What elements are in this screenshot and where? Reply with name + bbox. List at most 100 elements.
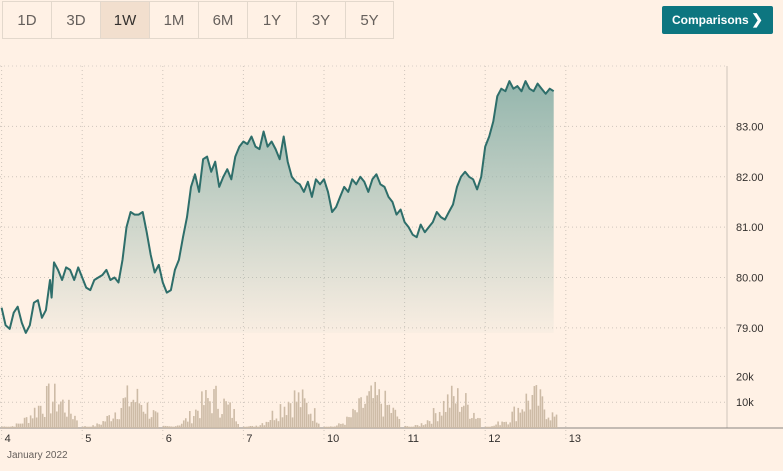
volume-bar: [420, 423, 423, 428]
volume-bar: [13, 426, 16, 428]
volume-bar: [410, 426, 413, 428]
volume-bar: [47, 383, 50, 428]
volume-bar: [354, 410, 356, 428]
volume-bar: [356, 412, 358, 428]
volume-bar: [384, 390, 387, 428]
volume-bar: [25, 417, 28, 428]
volume-bar: [116, 419, 119, 428]
volume-bar: [96, 423, 98, 428]
volume-bar: [531, 394, 534, 428]
volume-bar: [195, 409, 197, 428]
volume-bar: [201, 391, 203, 428]
volume-bar: [392, 407, 395, 428]
volume-bar: [539, 389, 542, 428]
volume-bar: [305, 402, 308, 428]
volume-bar: [396, 416, 399, 428]
volume-bar: [134, 402, 137, 428]
price-tick-label: 81.00: [736, 222, 764, 234]
volume-bar: [102, 421, 104, 428]
range-button-1d[interactable]: 1D: [2, 1, 51, 39]
volume-bar: [62, 399, 64, 428]
volume-bar: [263, 425, 266, 428]
volume-bar: [346, 416, 348, 428]
volume-bar: [338, 423, 340, 428]
volume-bar: [394, 409, 397, 428]
volume-bar: [446, 394, 449, 428]
volume-bar: [176, 425, 179, 428]
volume-bar: [434, 413, 437, 428]
volume-bar: [86, 426, 88, 428]
volume-tick-label: 20k: [736, 371, 754, 383]
volume-bar: [180, 423, 183, 428]
volume-bar: [509, 422, 511, 428]
volume-bar: [191, 423, 193, 428]
range-button-1m[interactable]: 1M: [149, 1, 198, 39]
volume-bar: [21, 423, 24, 428]
volume-bar: [253, 426, 256, 428]
volume-bar: [336, 425, 338, 428]
volume-bar: [114, 412, 117, 428]
volume-bar: [267, 422, 270, 428]
chevron-right-icon: ❯: [751, 11, 763, 27]
volume-bar: [529, 409, 532, 428]
x-axis-sublabel: January 2022: [7, 450, 68, 461]
volume-bar: [148, 418, 151, 428]
volume-bar: [406, 426, 409, 428]
volume-bar: [448, 407, 451, 428]
volume-bar: [523, 411, 526, 428]
volume-bar: [416, 425, 419, 428]
volume-bar: [225, 401, 227, 428]
volume-bar: [70, 413, 72, 428]
volume-bar: [231, 417, 233, 428]
range-button-6m[interactable]: 6M: [198, 1, 247, 39]
volume-bar: [74, 415, 76, 428]
volume-bar: [178, 425, 181, 428]
volume-bar: [259, 425, 262, 428]
volume-bar: [499, 425, 501, 428]
volume-bar: [168, 426, 171, 428]
volume-bar: [247, 426, 250, 428]
volume-bar: [235, 421, 237, 428]
comparisons-button[interactable]: Comparisons ❯: [662, 6, 773, 34]
range-button-1w[interactable]: 1W: [100, 1, 149, 39]
range-button-1y[interactable]: 1Y: [247, 1, 296, 39]
price-tick-label: 79.00: [736, 323, 764, 335]
volume-bar: [342, 423, 344, 428]
volume-bar: [189, 411, 191, 428]
volume-bar: [154, 411, 157, 428]
volume-bar: [275, 418, 278, 428]
volume-bar: [76, 420, 78, 428]
volume-bar: [527, 400, 530, 428]
volume-bar: [503, 422, 505, 428]
volume-bar: [124, 397, 127, 428]
volume-bar: [54, 383, 56, 428]
volume-bar: [152, 410, 155, 428]
volume-bar: [49, 413, 52, 428]
volume-bar: [27, 423, 30, 428]
volume-bar: [39, 405, 42, 428]
volume-bar: [31, 418, 34, 428]
volume-bar: [33, 407, 36, 428]
volume-bar: [408, 426, 411, 428]
volume-bar: [436, 421, 439, 428]
volume-bar: [309, 413, 312, 428]
volume-bar: [15, 423, 18, 428]
volume-bar: [215, 385, 217, 428]
range-button-5y[interactable]: 5Y: [345, 1, 394, 39]
volume-bar: [551, 412, 554, 428]
volume-bar: [110, 421, 113, 428]
range-button-3y[interactable]: 3Y: [296, 1, 345, 39]
volume-bar: [150, 417, 153, 428]
volume-bar: [203, 405, 205, 428]
range-button-3d[interactable]: 3D: [51, 1, 100, 39]
volume-bar: [122, 398, 125, 428]
volume-bar: [495, 424, 497, 428]
volume-bar: [58, 404, 60, 428]
volume-bar: [128, 406, 131, 428]
volume-bar: [142, 411, 145, 428]
volume-bar: [497, 421, 499, 428]
volume-bar: [227, 404, 229, 428]
x-tick-label: 5: [85, 433, 91, 445]
volume-bar: [45, 385, 48, 428]
volume-bar: [358, 398, 360, 428]
